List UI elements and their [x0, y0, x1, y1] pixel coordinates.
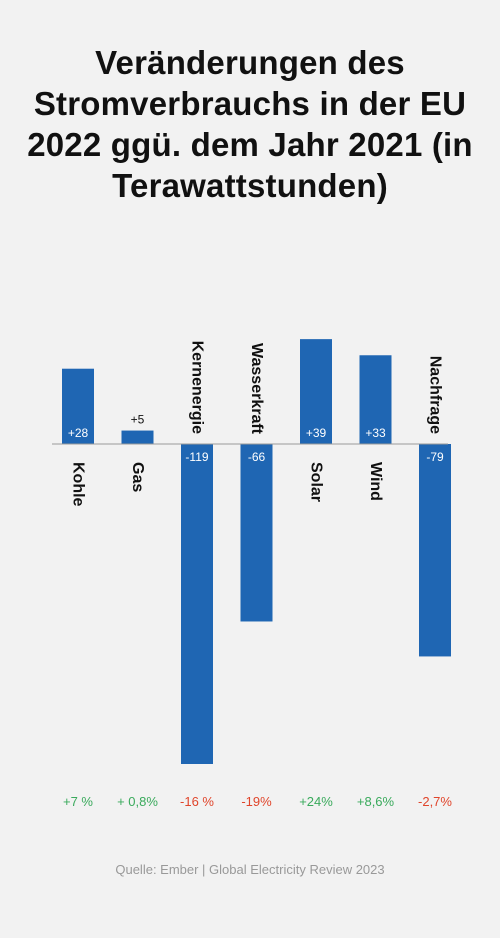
- category-label: Wasserkraft: [248, 343, 265, 435]
- percent-change-label: -19%: [241, 794, 272, 809]
- percent-change-label: + 0,8%: [117, 794, 158, 809]
- value-label: -66: [248, 450, 266, 464]
- value-label: -79: [426, 450, 444, 464]
- chart-title: Veränderungen des Stromverbrauchs in der…: [27, 44, 473, 204]
- category-label: Kernenergie: [189, 341, 206, 434]
- bar: [300, 339, 332, 444]
- value-label: +28: [68, 426, 89, 440]
- source-note: Quelle: Ember | Global Electricity Revie…: [115, 862, 385, 877]
- percent-change-label: -16 %: [180, 794, 214, 809]
- value-label: -119: [185, 450, 208, 464]
- percent-change-label: -2,7%: [418, 794, 452, 809]
- percent-change-label: +24%: [299, 794, 333, 809]
- category-label: Solar: [308, 462, 325, 502]
- bar: [181, 444, 213, 764]
- bar-chart: +28 Kohle +7 % +5 Gas + 0,8% -119 Kernenergie -1…: [52, 339, 452, 809]
- bar: [121, 430, 154, 444]
- bar: [240, 444, 273, 622]
- category-label: Kohle: [70, 462, 87, 507]
- bar: [419, 444, 451, 657]
- category-label: Gas: [129, 462, 146, 492]
- percent-change-label: +7 %: [63, 794, 93, 809]
- value-label: +5: [131, 413, 145, 427]
- category-label: Nachfrage: [427, 356, 444, 434]
- percent-change-label: +8,6%: [357, 794, 395, 809]
- bar: [62, 368, 94, 444]
- value-label: +33: [365, 426, 386, 440]
- bar: [359, 355, 392, 444]
- value-label: +39: [306, 426, 327, 440]
- category-label: Wind: [367, 462, 384, 501]
